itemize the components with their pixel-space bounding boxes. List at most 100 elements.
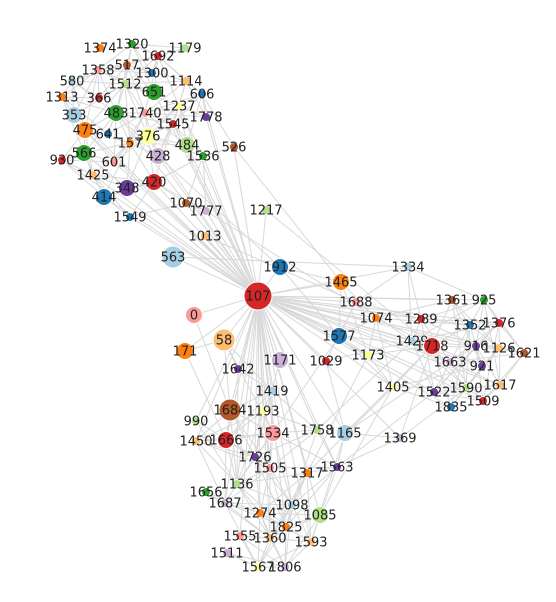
node-circle[interactable] [371, 313, 381, 323]
graph-node-563[interactable]: 563 [161, 245, 186, 269]
node-circle[interactable] [95, 43, 105, 53]
graph-node-366[interactable]: 366 [87, 92, 112, 107]
node-circle[interactable] [519, 348, 529, 358]
graph-node-566[interactable]: 566 [72, 144, 97, 162]
node-circle[interactable] [57, 92, 67, 102]
graph-node-1835[interactable]: 1835 [434, 401, 467, 416]
graph-node-157[interactable]: 157 [118, 137, 143, 152]
graph-node-428[interactable]: 428 [146, 147, 171, 165]
graph-node-1374[interactable]: 1374 [83, 42, 116, 57]
node-circle[interactable] [446, 402, 456, 412]
node-circle[interactable] [147, 68, 157, 78]
graph-node-1758[interactable]: 1758 [300, 424, 333, 439]
node-circle[interactable] [139, 127, 157, 145]
graph-node-601[interactable]: 601 [102, 156, 127, 171]
node-circle[interactable] [174, 101, 184, 111]
node-circle[interactable] [232, 479, 242, 489]
node-circle[interactable] [67, 76, 77, 86]
node-circle[interactable] [95, 188, 113, 206]
node-circle[interactable] [107, 104, 125, 122]
graph-node-1334[interactable]: 1334 [391, 261, 424, 276]
graph-node-1217[interactable]: 1217 [249, 204, 282, 219]
node-circle[interactable] [479, 295, 489, 305]
node-circle[interactable] [447, 295, 457, 305]
node-circle[interactable] [191, 436, 201, 446]
graph-node-641[interactable]: 641 [96, 128, 121, 143]
node-circle[interactable] [149, 147, 167, 165]
graph-node-1193[interactable]: 1193 [246, 405, 279, 420]
graph-node-1237[interactable]: 1237 [162, 100, 195, 115]
node-circle[interactable] [161, 245, 185, 269]
node-circle[interactable] [363, 350, 373, 360]
graph-node-1555[interactable]: 1555 [223, 530, 256, 545]
node-circle[interactable] [311, 506, 329, 524]
node-circle[interactable] [395, 433, 405, 443]
graph-node-1512[interactable]: 1512 [108, 78, 141, 93]
graph-node-517[interactable]: 517 [115, 59, 140, 74]
graph-node-1179[interactable]: 1179 [168, 42, 201, 57]
node-circle[interactable] [176, 342, 194, 360]
graph-node-1536[interactable]: 1536 [186, 150, 219, 165]
graph-node-1352[interactable]: 1352 [453, 319, 486, 334]
node-circle[interactable] [180, 43, 190, 53]
node-circle[interactable] [75, 144, 93, 162]
graph-node-580[interactable]: 580 [60, 75, 85, 90]
node-circle[interactable] [250, 452, 260, 462]
node-circle[interactable] [201, 112, 211, 122]
graph-node-1777[interactable]: 1777 [189, 205, 222, 220]
graph-node-1317[interactable]: 1317 [290, 467, 323, 482]
graph-node-1656[interactable]: 1656 [189, 486, 222, 501]
node-circle[interactable] [218, 398, 242, 422]
graph-node-1361[interactable]: 1361 [435, 294, 468, 309]
graph-node-348[interactable]: 348 [115, 179, 140, 197]
graph-node-606[interactable]: 606 [190, 88, 215, 103]
node-circle[interactable] [76, 121, 94, 139]
graph-node-1098[interactable]: 1098 [275, 499, 308, 514]
node-circle[interactable] [478, 396, 488, 406]
node-circle[interactable] [306, 537, 316, 547]
graph-node-1806[interactable]: 1806 [268, 561, 301, 576]
node-circle[interactable] [407, 336, 417, 346]
node-circle[interactable] [445, 357, 455, 367]
node-circle[interactable] [145, 173, 163, 191]
node-circle[interactable] [109, 157, 119, 167]
graph-node-475[interactable]: 475 [73, 121, 98, 139]
node-circle[interactable] [465, 320, 475, 330]
node-circle[interactable] [145, 83, 163, 101]
graph-node-0[interactable]: 0 [185, 306, 203, 324]
node-circle[interactable] [267, 386, 277, 396]
node-circle[interactable] [201, 206, 211, 216]
node-circle[interactable] [168, 119, 178, 129]
graph-node-1029[interactable]: 1029 [309, 355, 342, 370]
graph-node-1563[interactable]: 1563 [320, 461, 353, 476]
node-circle[interactable] [271, 258, 289, 276]
graph-node-1274[interactable]: 1274 [243, 507, 276, 522]
node-circle[interactable] [197, 89, 207, 99]
graph-node-1684[interactable]: 1684 [213, 398, 247, 422]
node-circle[interactable] [243, 281, 273, 311]
graph-node-1358[interactable]: 1358 [81, 64, 114, 79]
node-circle[interactable] [201, 487, 211, 497]
graph-node-1509[interactable]: 1509 [466, 395, 499, 410]
graph-node-1740[interactable]: 1740 [128, 107, 161, 122]
graph-node-420[interactable]: 420 [142, 173, 167, 191]
graph-node-1405[interactable]: 1405 [376, 381, 409, 396]
graph-node-1419[interactable]: 1419 [255, 385, 288, 400]
node-circle[interactable] [429, 387, 439, 397]
graph-node-1687[interactable]: 1687 [208, 497, 241, 512]
node-circle[interactable] [212, 328, 236, 352]
graph-node-990[interactable]: 990 [184, 415, 209, 430]
node-circle[interactable] [94, 93, 104, 103]
node-circle[interactable] [127, 39, 137, 49]
graph-node-925[interactable]: 925 [472, 294, 497, 309]
graph-node-1376[interactable]: 1376 [482, 317, 515, 332]
graph-node-1663[interactable]: 1663 [433, 356, 466, 371]
graph-node-1549[interactable]: 1549 [113, 211, 146, 226]
graph-node-1013[interactable]: 1013 [188, 230, 221, 245]
node-circle[interactable] [178, 136, 196, 154]
node-circle[interactable] [403, 262, 413, 272]
node-circle[interactable] [120, 79, 130, 89]
node-circle[interactable] [253, 562, 263, 572]
node-circle[interactable] [181, 76, 191, 86]
graph-node-1621[interactable]: 1621 [507, 347, 540, 362]
